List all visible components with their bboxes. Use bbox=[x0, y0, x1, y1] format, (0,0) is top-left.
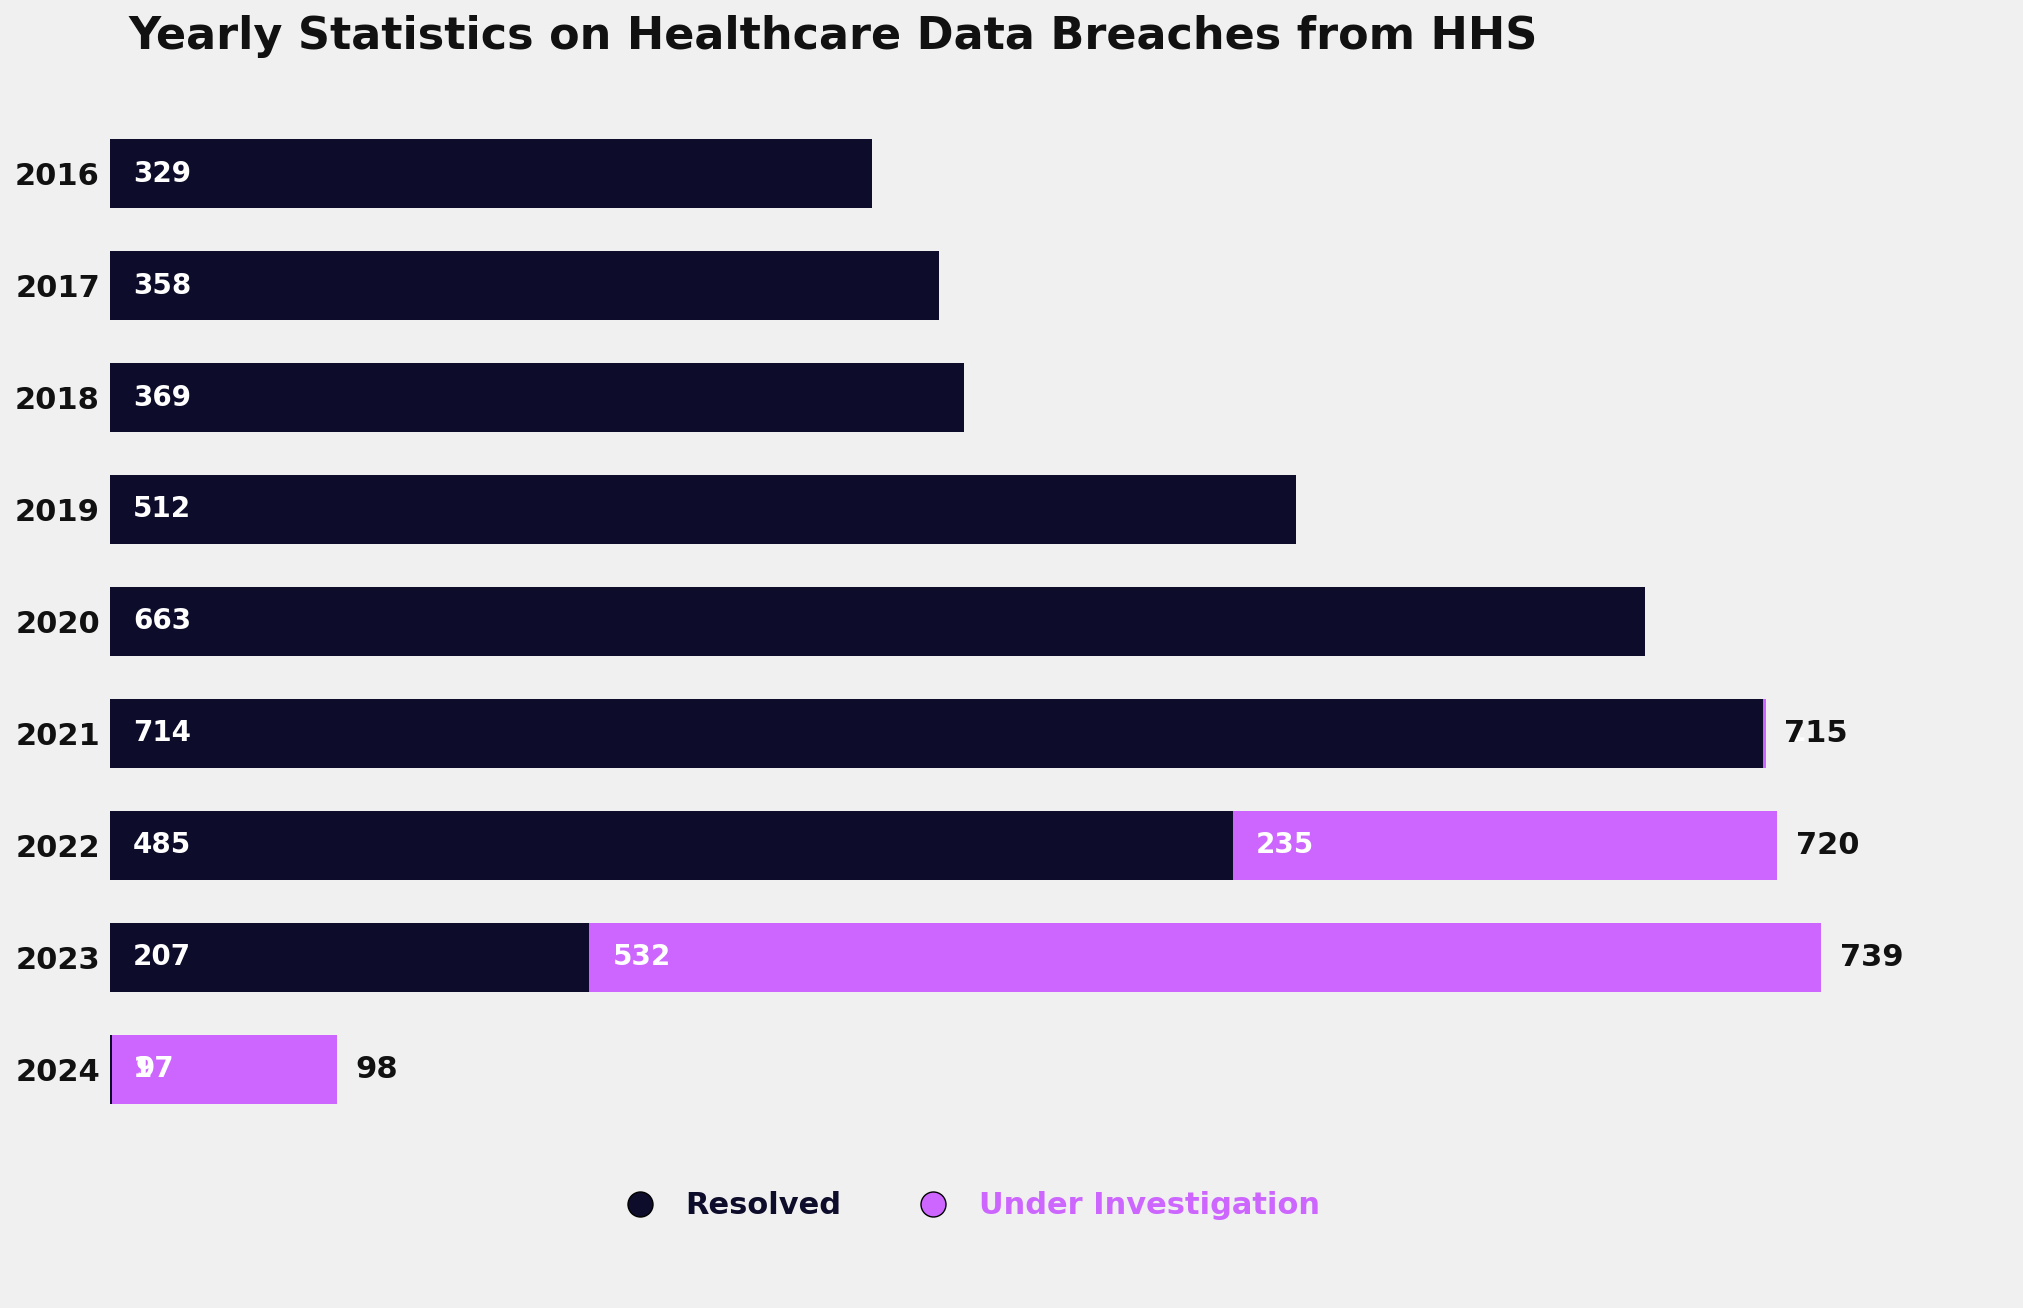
Text: 1: 1 bbox=[1786, 719, 1805, 747]
Bar bbox=[109, 587, 1645, 657]
Text: 739: 739 bbox=[1839, 943, 1902, 972]
Text: 720: 720 bbox=[1794, 831, 1859, 859]
Bar bbox=[109, 811, 1232, 880]
Text: 235: 235 bbox=[1256, 832, 1313, 859]
Bar bbox=[109, 475, 1295, 544]
Bar bbox=[109, 1035, 111, 1104]
Text: 369: 369 bbox=[134, 383, 190, 412]
Text: 512: 512 bbox=[134, 496, 190, 523]
Text: 358: 358 bbox=[134, 272, 190, 300]
Text: 715: 715 bbox=[1784, 719, 1847, 748]
Text: 1: 1 bbox=[134, 1056, 152, 1083]
Text: Yearly Statistics on Healthcare Data Breaches from HHS: Yearly Statistics on Healthcare Data Bre… bbox=[129, 14, 1537, 58]
Text: 329: 329 bbox=[134, 160, 190, 187]
Text: 98: 98 bbox=[356, 1054, 399, 1084]
Text: 663: 663 bbox=[134, 607, 190, 636]
Text: 207: 207 bbox=[134, 943, 190, 972]
Bar bbox=[111, 1035, 336, 1104]
Bar bbox=[589, 922, 1821, 991]
Bar bbox=[1762, 698, 1764, 768]
Bar bbox=[109, 922, 589, 991]
Text: 532: 532 bbox=[613, 943, 670, 972]
Bar bbox=[109, 698, 1762, 768]
Text: 485: 485 bbox=[134, 832, 190, 859]
Bar bbox=[1232, 811, 1776, 880]
Text: 97: 97 bbox=[136, 1056, 174, 1083]
Bar bbox=[109, 139, 872, 208]
Legend: Resolved, Under Investigation: Resolved, Under Investigation bbox=[597, 1179, 1331, 1232]
Text: 714: 714 bbox=[134, 719, 190, 747]
Bar bbox=[109, 251, 939, 320]
Bar bbox=[109, 362, 963, 432]
